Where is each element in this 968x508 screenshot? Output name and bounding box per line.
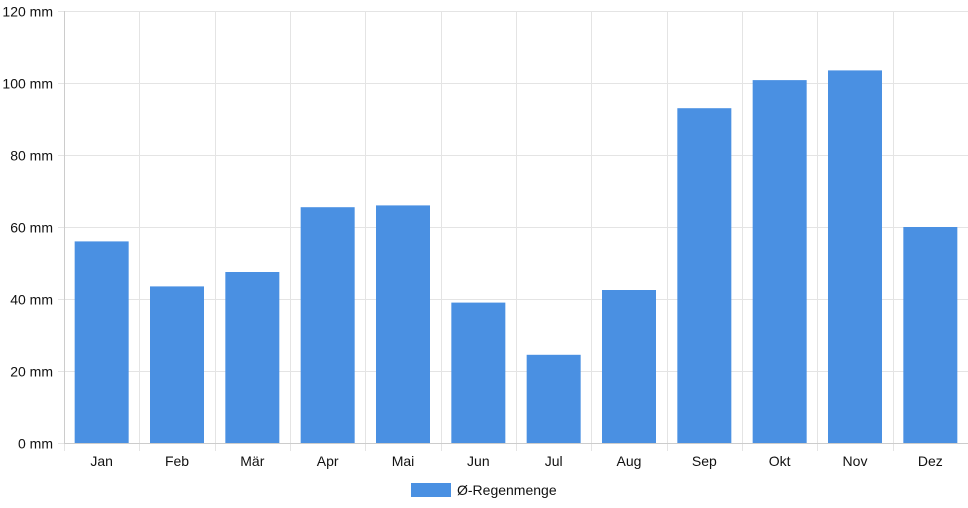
bar-okt[interactable] [752,80,807,444]
bar-jul[interactable] [526,354,581,443]
axes [64,11,968,444]
y-tick-label: 100 mm [2,76,53,92]
y-tick-label: 120 mm [2,4,53,20]
x-axis-tick-labels: Jan Feb Mär Apr Mai Jun Jul Aug Sep Okt Nov Dez [90,453,942,469]
bar-jan[interactable] [74,241,129,443]
legend-label[interactable]: Ø-Regenmenge [457,482,557,498]
x-tick-label: Nov [843,453,868,469]
bar-aug[interactable] [602,290,656,443]
y-tick-label: 60 mm [10,220,53,236]
bar-series [74,70,958,444]
x-tick-label: Sep [692,453,717,469]
legend-swatch[interactable] [411,483,451,497]
x-tick-label: Jul [545,453,563,469]
bar-jun[interactable] [451,302,506,443]
bar-mär[interactable] [225,272,280,443]
x-tick-label: Mär [240,453,264,469]
bar-mai[interactable] [376,205,430,443]
x-tick-label: Feb [165,453,189,469]
bar-apr[interactable] [300,207,355,443]
y-axis-tick-labels: 0 mm 20 mm 40 mm 60 mm 80 mm 100 mm 120 mm [2,4,53,452]
y-tick-label: 0 mm [18,436,53,452]
x-tick-label: Okt [769,453,791,469]
legend[interactable]: Ø-Regenmenge [411,482,557,498]
bar-feb[interactable] [150,286,204,443]
bar-dez[interactable] [903,227,958,443]
x-tick-label: Mai [392,453,415,469]
grid-lines [58,11,968,451]
y-tick-label: 80 mm [10,148,53,164]
bar-nov[interactable] [828,70,882,444]
x-tick-label: Jan [90,453,113,469]
x-tick-label: Apr [317,453,339,469]
y-tick-label: 40 mm [10,292,53,308]
x-tick-label: Aug [617,453,642,469]
x-tick-label: Jun [467,453,490,469]
y-tick-label: 20 mm [10,364,53,380]
x-tick-label: Dez [918,453,943,469]
bar-sep[interactable] [677,108,732,443]
